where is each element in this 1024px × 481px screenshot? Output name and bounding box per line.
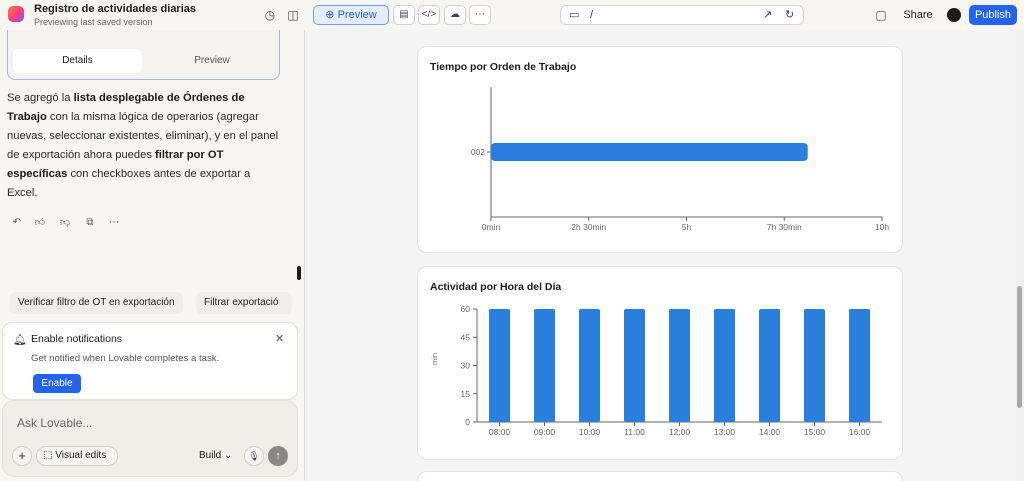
chat-icon[interactable]: ▢ bbox=[875, 8, 887, 22]
notification-card: 🔔︎ Enable notifications Get notified whe… bbox=[2, 322, 298, 400]
github-icon[interactable] bbox=[947, 8, 961, 22]
project-title[interactable]: Registro de actividades diarias bbox=[34, 3, 197, 15]
x-tick-label: 10:00 bbox=[579, 427, 601, 437]
sidebar-toggle-icon[interactable]: ◫ bbox=[287, 8, 299, 22]
thumbs-up-icon[interactable]: 👍︎ bbox=[34, 217, 46, 228]
refresh-icon[interactable]: ↻ bbox=[785, 9, 795, 21]
message-text: Se agregó la bbox=[7, 92, 74, 104]
x-tick-label: 11:00 bbox=[624, 427, 645, 437]
history-icon[interactable]: ◷ bbox=[264, 8, 276, 22]
x-tick-label: 7h 30min bbox=[767, 222, 802, 232]
url-bar[interactable]: ▭ / ↗ ↻ bbox=[560, 5, 804, 25]
x-tick-label: 14:00 bbox=[759, 427, 781, 437]
chart-card-time-per-ot: Tiempo por Orden de Trabajo 0min 2h 30min… bbox=[417, 46, 903, 253]
monitor-icon[interactable]: ▭ bbox=[569, 9, 580, 21]
enable-notifications-button[interactable]: Enable bbox=[33, 374, 81, 393]
copy-icon[interactable]: ⧉ bbox=[86, 217, 94, 228]
share-button[interactable]: Share bbox=[903, 9, 933, 21]
bar bbox=[491, 143, 808, 161]
chat-panel: Details Preview Se agregó la lista despl… bbox=[0, 30, 304, 481]
x-tick-label: 12:00 bbox=[669, 427, 691, 437]
close-icon[interactable]: ✕ bbox=[275, 333, 285, 345]
x-tick-label: 13:00 bbox=[714, 427, 736, 437]
y-tick-label: 0 bbox=[465, 417, 470, 427]
assistant-message: Se agregó la lista desplegable de Órdene… bbox=[7, 89, 283, 203]
x-tick-label: 5h bbox=[682, 222, 692, 232]
url-path[interactable]: / bbox=[590, 9, 594, 21]
x-tick-label: 08:00 bbox=[489, 427, 511, 437]
bar bbox=[669, 309, 690, 422]
bar bbox=[714, 309, 735, 422]
top-bar: Registro de actividades diarias ⌄ Previe… bbox=[0, 0, 1024, 30]
bar bbox=[804, 309, 825, 422]
build-mode-select[interactable]: Build ⌄ bbox=[199, 450, 232, 461]
more-options-icon[interactable]: ⋯ bbox=[109, 217, 119, 228]
tab-preview[interactable]: Preview bbox=[194, 55, 230, 66]
preview-button[interactable]: ⊕ Preview bbox=[313, 5, 389, 25]
visual-edits-icon: ⬚ bbox=[43, 450, 53, 461]
chevron-down-icon[interactable]: ⌄ bbox=[187, 3, 195, 13]
visual-edits-button[interactable]: ⬚ Visual edits bbox=[36, 446, 118, 466]
chart-time-per-ot: 0min 2h 30min 5h 7h 30min 10h 002 bbox=[471, 87, 889, 232]
notification-description: Get notified when Lovable completes a ta… bbox=[31, 353, 220, 364]
bar bbox=[759, 309, 780, 422]
bar bbox=[579, 309, 600, 422]
y-tick-label: 002 bbox=[471, 147, 485, 157]
visual-edits-label: Visual edits bbox=[55, 450, 107, 461]
code-icon[interactable]: </> bbox=[418, 5, 440, 25]
suggestion-chip[interactable]: Verificar filtro de OT en exportación bbox=[10, 292, 183, 314]
chat-scrollbar[interactable] bbox=[297, 266, 301, 280]
y-tick-label: 45 bbox=[461, 332, 471, 342]
y-tick-label: 30 bbox=[461, 361, 471, 371]
chart-title: Tiempo por Orden de Trabajo bbox=[430, 61, 577, 73]
chevron-down-icon: ⌄ bbox=[224, 450, 233, 461]
microphone-icon[interactable]: 🎙︎ bbox=[244, 446, 264, 466]
lovable-logo-icon[interactable] bbox=[8, 6, 24, 22]
build-mode-label: Build bbox=[199, 450, 222, 461]
file-icon[interactable]: ▤ bbox=[393, 5, 415, 25]
thumbs-down-icon[interactable]: 👎︎ bbox=[59, 217, 71, 228]
y-axis-label: min bbox=[430, 353, 439, 365]
cloud-icon[interactable]: ☁ bbox=[444, 5, 466, 25]
bar bbox=[849, 309, 870, 422]
more-options-icon[interactable]: ⋯ bbox=[469, 5, 491, 25]
suggestion-chip[interactable]: Filtrar exportació bbox=[196, 292, 292, 314]
bar bbox=[489, 309, 510, 422]
preview-scrollbar[interactable] bbox=[1016, 30, 1024, 481]
chart-title: Actividad por Hora del Día bbox=[430, 281, 562, 293]
bell-icon: 🔔︎ bbox=[13, 334, 27, 346]
message-text: con la misma lógica de operarios (agrega… bbox=[7, 111, 279, 161]
scrollbar-thumb[interactable] bbox=[1017, 286, 1022, 408]
tabs-card: Details Preview bbox=[7, 30, 280, 80]
message-bold-text: filtrar por OT específicas bbox=[7, 149, 224, 180]
message-bold-text: lista desplegable de Órdenes de Trabajo bbox=[7, 92, 245, 123]
chart-card-activity-per-hour: Actividad por Hora del Día 0 15 30 45 60 min 0… bbox=[417, 266, 903, 460]
chat-input[interactable]: Ask Lovable... bbox=[17, 416, 93, 430]
x-tick-label: 09:00 bbox=[534, 427, 556, 437]
open-external-icon[interactable]: ↗ bbox=[763, 9, 773, 21]
publish-button[interactable]: Publish bbox=[969, 5, 1017, 25]
undo-icon[interactable]: ↶ bbox=[12, 217, 22, 228]
x-tick-label: 16:00 bbox=[849, 427, 871, 437]
x-tick-label: 15:00 bbox=[804, 427, 826, 437]
bar bbox=[534, 309, 555, 422]
x-tick-label: 0min bbox=[482, 222, 501, 232]
composer: Ask Lovable... + ⬚ Visual edits Build ⌄ … bbox=[2, 400, 298, 477]
chart-activity-per-hour: 0 15 30 45 60 min 08:00 09:00 10:00 11:00 12:00 13:… bbox=[430, 304, 882, 437]
bar bbox=[624, 309, 645, 422]
x-tick-label: 2h 30min bbox=[571, 222, 606, 232]
notification-title: Enable notifications bbox=[31, 333, 123, 345]
y-tick-label: 15 bbox=[461, 389, 471, 399]
message-text: con checkboxes antes de exportar a Excel… bbox=[7, 168, 251, 199]
app-preview: Tiempo por Orden de Trabajo 0min 2h 30min… bbox=[304, 30, 1016, 481]
project-subtitle: Previewing last saved version bbox=[34, 17, 153, 27]
globe-icon: ⊕ bbox=[325, 9, 335, 21]
next-card bbox=[417, 471, 903, 481]
y-tick-label: 60 bbox=[461, 304, 471, 314]
send-button[interactable]: ↑ bbox=[268, 446, 288, 466]
x-tick-label: 10h bbox=[875, 222, 889, 232]
add-attachment-button[interactable]: + bbox=[12, 446, 32, 466]
tab-details[interactable]: Details bbox=[13, 49, 142, 73]
preview-label: Preview bbox=[337, 9, 377, 21]
